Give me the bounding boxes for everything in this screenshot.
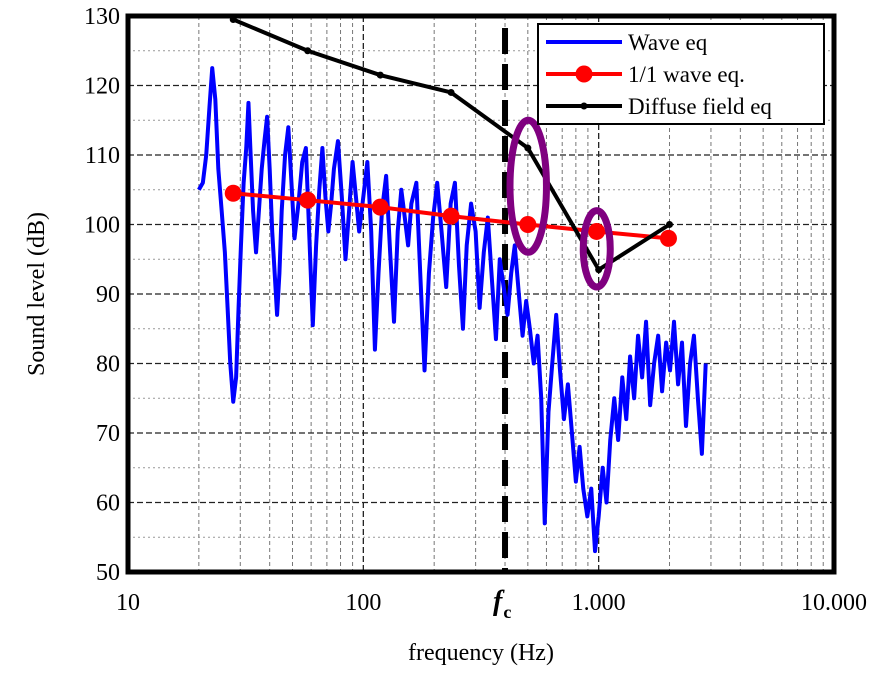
legend-entry: Wave eq (546, 30, 708, 55)
x-tick-label: 1.000 (572, 590, 626, 616)
data-point (371, 198, 389, 216)
series-line (197, 66, 708, 554)
x-tick-label: 10 (116, 590, 140, 616)
data-point (442, 207, 460, 225)
data-point (299, 191, 317, 209)
data-point (447, 88, 455, 96)
y-tick-label: 120 (84, 74, 120, 100)
y-tick-label: 110 (85, 143, 120, 169)
y-axis-tick-labels: 50 60 70 80 90 100 110 120 130 (84, 4, 120, 586)
data-point (524, 144, 532, 152)
legend-marker (575, 65, 593, 83)
series-layer (197, 15, 708, 554)
data-point (224, 184, 242, 202)
data-point (376, 71, 384, 79)
legend-label: Wave eq (628, 30, 708, 55)
data-point (666, 221, 674, 228)
data-point (659, 229, 677, 247)
x-axis-tick-labels: 10 100 1.000 10.000 (116, 590, 867, 616)
critical-frequency-label: fc (493, 586, 511, 622)
critical-frequency-symbol: fc (493, 586, 511, 622)
y-axis-label: Sound level (dB) (24, 212, 50, 376)
legend: Wave eq 1/1 wave eq. Diffuse field eq (537, 23, 825, 125)
highlight-ellipse (579, 207, 614, 291)
data-point (304, 47, 312, 55)
x-tick-label: 100 (345, 590, 381, 616)
y-tick-label: 130 (84, 4, 120, 30)
critical-frequency-subscript: c (503, 602, 511, 622)
series-diffuse-field-eq (229, 15, 674, 274)
legend-label: Diffuse field eq (628, 94, 772, 119)
data-point (595, 266, 603, 274)
x-axis-label: frequency (Hz) (408, 640, 554, 666)
y-tick-label: 80 (96, 352, 120, 378)
series-wave-eq (197, 66, 708, 554)
y-tick-label: 90 (96, 282, 120, 308)
plot-content (197, 15, 708, 572)
plot-frame (125, 13, 837, 575)
legend-label: 1/1 wave eq. (628, 62, 745, 87)
y-tick-label: 100 (84, 213, 120, 239)
y-tick-label: 50 (96, 560, 120, 586)
data-point (519, 216, 537, 233)
legend-entry: Diffuse field eq (546, 94, 772, 119)
series-1-1-wave-eq- (224, 184, 677, 247)
highlight-ellipse (506, 116, 550, 256)
annotation-layer (506, 116, 614, 291)
y-tick-label: 70 (96, 421, 120, 447)
y-tick-label: 60 (96, 491, 120, 517)
legend-marker (580, 102, 588, 110)
data-point (588, 222, 606, 240)
legend-entry: 1/1 wave eq. (546, 62, 745, 87)
x-tick-label: 10.000 (801, 590, 867, 616)
